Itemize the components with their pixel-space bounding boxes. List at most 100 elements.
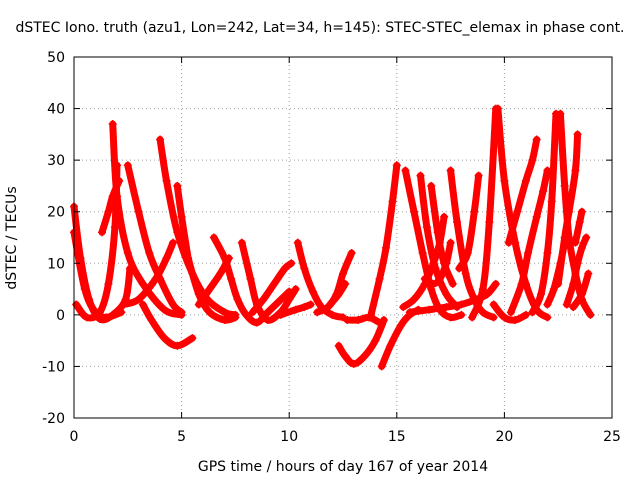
data-point-marker <box>577 290 586 299</box>
data-point-marker <box>334 290 343 299</box>
data-point-marker <box>134 295 143 304</box>
y-tick-labels: -20 -10 0 10 20 30 40 50 <box>42 50 65 427</box>
data-point-marker <box>382 243 391 252</box>
data-point-marker <box>300 303 309 312</box>
data-point-marker <box>577 207 586 216</box>
data-point-marker <box>584 269 593 278</box>
data-point-marker <box>569 279 578 288</box>
data-point-marker <box>442 303 451 312</box>
x-tick-label: 10 <box>280 429 298 445</box>
data-point-marker <box>184 254 193 263</box>
data-point-marker <box>95 308 104 317</box>
data-point-marker <box>177 212 186 221</box>
data-point-marker <box>308 287 317 296</box>
data-point-marker <box>104 207 113 216</box>
data-point-marker <box>134 207 143 216</box>
data-point-marker <box>216 269 225 278</box>
data-point-marker <box>123 161 132 170</box>
data-point-marker <box>474 171 483 180</box>
data-point-marker <box>427 181 436 190</box>
data-point-marker <box>119 300 128 309</box>
satellite-arc <box>367 161 401 319</box>
data-point-marker <box>442 290 451 299</box>
data-point-marker <box>291 285 300 294</box>
data-point-marker <box>504 238 513 247</box>
data-point-marker <box>463 248 472 257</box>
satellite-arc <box>455 172 483 272</box>
data-point-marker <box>573 259 582 268</box>
data-point-marker <box>168 300 177 309</box>
data-point-marker <box>392 161 401 170</box>
data-point-marker <box>291 305 300 314</box>
y-tick-label: -10 <box>42 359 65 375</box>
data-point-marker <box>554 279 563 288</box>
plot-data <box>70 104 595 371</box>
data-point-marker <box>285 295 294 304</box>
data-point-marker <box>334 341 343 350</box>
data-point-marker <box>227 274 236 283</box>
data-point-marker <box>532 135 541 144</box>
data-point-marker <box>571 166 580 175</box>
satellite-arc <box>468 105 500 321</box>
data-point-marker <box>405 308 414 317</box>
x-axis-label: GPS time / hours of day 167 of year 2014 <box>198 459 488 475</box>
data-point-marker <box>536 290 545 299</box>
data-point-marker <box>80 285 89 294</box>
data-point-marker <box>539 187 548 196</box>
data-point-marker <box>160 334 169 343</box>
data-point-marker <box>343 316 352 325</box>
data-point-marker <box>377 362 386 371</box>
data-point-marker <box>293 238 302 247</box>
data-point-marker <box>397 321 406 330</box>
plot-frame <box>73 56 613 419</box>
data-point-marker <box>205 308 214 317</box>
data-point-marker <box>151 274 160 283</box>
data-point-marker <box>416 171 425 180</box>
y-tick-label: 50 <box>47 50 65 66</box>
data-point-marker <box>457 310 466 319</box>
data-point-marker <box>274 297 283 306</box>
data-point-marker <box>220 316 229 325</box>
satellite-arc <box>447 167 498 321</box>
data-point-marker <box>543 300 552 309</box>
data-point-marker <box>138 279 147 288</box>
data-point-marker <box>97 228 106 237</box>
data-point-marker <box>360 352 369 361</box>
data-point-marker <box>547 197 556 206</box>
data-point-marker <box>287 259 296 268</box>
satellite-arc <box>98 177 123 236</box>
data-point-marker <box>354 316 363 325</box>
data-point-marker <box>455 264 464 273</box>
data-point-marker <box>470 207 479 216</box>
data-point-marker <box>560 233 569 242</box>
data-point-marker <box>237 238 246 247</box>
data-point-marker <box>194 300 203 309</box>
x-tick-label: 5 <box>177 429 186 445</box>
y-axis-label: dSTEC / TECUs <box>4 186 20 289</box>
data-point-marker <box>401 166 410 175</box>
chart-title: dSTEC Iono. truth (azu1, Lon=242, Lat=34… <box>15 20 624 36</box>
satellite-arc <box>124 161 186 316</box>
data-point-marker <box>549 285 558 294</box>
data-point-marker <box>280 264 289 273</box>
x-tick-label: 15 <box>388 429 406 445</box>
data-point-marker <box>231 313 240 322</box>
satellite-arc <box>378 306 422 370</box>
data-point-marker <box>491 279 500 288</box>
y-tick-label: 40 <box>47 102 65 118</box>
data-point-marker <box>162 176 171 185</box>
data-point-marker <box>440 259 449 268</box>
data-point-marker <box>586 310 595 319</box>
data-point-marker <box>564 207 573 216</box>
data-point-marker <box>104 279 113 288</box>
data-point-marker <box>209 233 218 242</box>
data-point-marker <box>521 310 530 319</box>
data-point-marker <box>446 313 455 322</box>
data-point-marker <box>575 218 584 227</box>
data-point-marker <box>433 228 442 237</box>
data-point-marker <box>478 308 487 317</box>
data-point-marker <box>328 310 337 319</box>
data-point-marker <box>375 274 384 283</box>
y-tick-label: 10 <box>47 256 65 272</box>
data-point-marker <box>528 308 537 317</box>
